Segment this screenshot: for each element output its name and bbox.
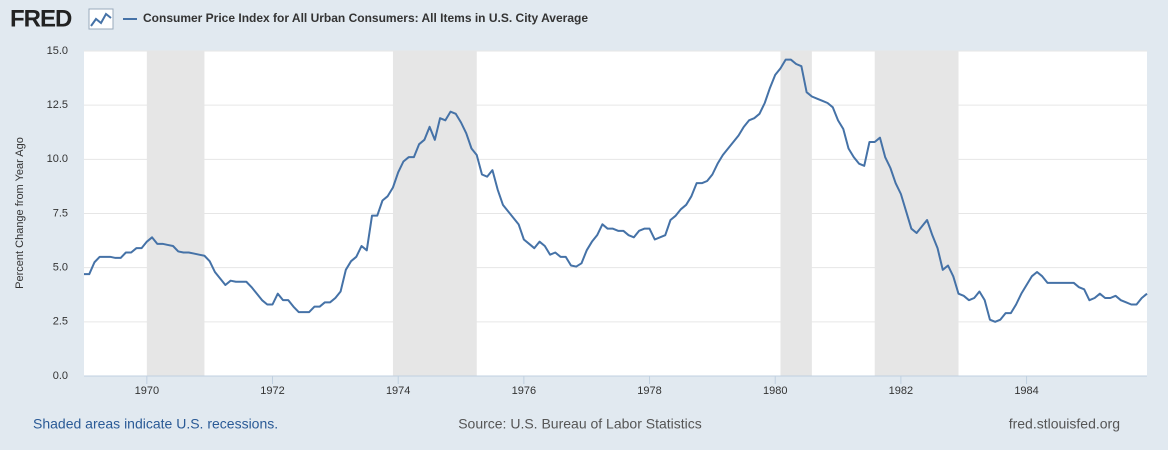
x-tick-label: 1974 (386, 385, 410, 397)
footer-note: Shaded areas indicate U.S. recessions. (33, 416, 278, 432)
x-tick-label: 1970 (135, 385, 159, 397)
x-tick-label: 1978 (637, 385, 661, 397)
legend-label: Consumer Price Index for All Urban Consu… (143, 11, 588, 25)
y-tick-label: 0.0 (53, 370, 68, 382)
y-tick-label: 5.0 (53, 262, 68, 274)
x-tick-label: 1982 (889, 385, 913, 397)
x-tick-label: 1984 (1014, 385, 1038, 397)
footer-source: Source: U.S. Bureau of Labor Statistics (458, 416, 702, 432)
data-line (84, 58, 1148, 323)
logo[interactable]: FRED (10, 5, 73, 32)
y-tick-label: 15.0 (47, 45, 68, 57)
logo-icon (88, 8, 114, 30)
y-tick-label: 2.5 (53, 316, 68, 328)
x-tick-label: 1980 (763, 385, 787, 397)
y-tick-label: 10.0 (47, 153, 68, 165)
x-tick-label: 1976 (512, 385, 536, 397)
y-axis-label: Percent Change from Year Ago (14, 137, 26, 289)
y-tick-label: 12.5 (47, 99, 68, 111)
x-tick-label: 1972 (260, 385, 284, 397)
footer-site: fred.stlouisfed.org (1009, 416, 1120, 432)
y-tick-label: 7.5 (53, 207, 68, 219)
